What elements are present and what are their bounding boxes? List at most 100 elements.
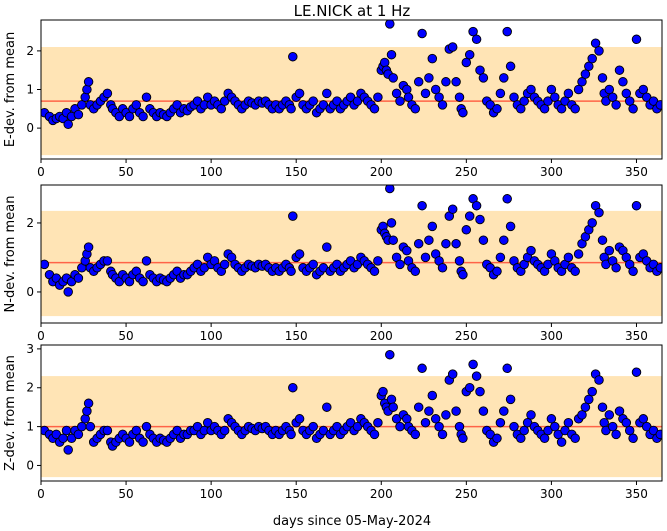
data-point xyxy=(369,429,380,440)
data-point xyxy=(478,406,489,416)
y-tick-label: 1 xyxy=(26,420,34,434)
data-point xyxy=(286,104,296,114)
x-tick-label: 200 xyxy=(370,165,393,179)
y-axis-label: E-dev. from mean xyxy=(3,32,18,147)
data-point xyxy=(539,104,550,114)
data-point xyxy=(451,77,461,87)
data-point xyxy=(502,194,512,204)
data-point xyxy=(655,429,662,440)
data-point xyxy=(219,425,230,436)
data-point xyxy=(624,96,635,106)
data-point xyxy=(73,429,84,440)
data-point xyxy=(526,410,536,420)
y-tick-label: 0 xyxy=(26,121,34,135)
data-point xyxy=(573,249,584,259)
data-point xyxy=(458,433,468,444)
data-point xyxy=(509,92,519,102)
x-tick-label: 50 xyxy=(118,487,133,501)
data-point xyxy=(563,417,574,428)
data-point xyxy=(73,109,84,120)
data-point xyxy=(505,61,516,72)
x-tick-label: 50 xyxy=(118,329,133,343)
data-point xyxy=(413,77,424,87)
data-point xyxy=(424,406,434,416)
data-point xyxy=(131,100,142,110)
data-point xyxy=(607,421,618,432)
data-point xyxy=(82,406,92,416)
data-point xyxy=(563,88,574,99)
data-point xyxy=(556,104,567,114)
data-point xyxy=(597,73,608,83)
x-tick-label: 200 xyxy=(370,329,393,343)
data-point xyxy=(379,57,390,68)
data-point xyxy=(61,425,72,436)
data-point xyxy=(584,394,594,405)
data-point xyxy=(587,218,597,228)
data-point xyxy=(286,429,296,440)
x-tick-label: 150 xyxy=(285,487,308,501)
data-point xyxy=(63,445,73,455)
data-point xyxy=(492,266,502,277)
data-point xyxy=(437,100,448,110)
data-point xyxy=(434,421,444,432)
data-point xyxy=(385,185,395,194)
x-tick-label: 300 xyxy=(540,165,563,179)
data-point xyxy=(385,20,395,29)
data-point xyxy=(219,259,230,270)
data-point xyxy=(141,92,152,102)
y-tick-label: 2 xyxy=(26,216,34,230)
data-point xyxy=(618,77,628,87)
data-point xyxy=(461,57,472,68)
panel-z-deviation: 0 50 100 150 200 250 300 350 0 1 2 3 Z-dev. from mea… xyxy=(3,342,663,501)
data-point xyxy=(505,394,516,405)
data-point xyxy=(631,367,642,377)
x-tick-label: 350 xyxy=(625,487,648,501)
data-point xyxy=(63,119,73,130)
x-tick-label: 100 xyxy=(200,329,223,343)
data-point xyxy=(141,256,152,266)
data-point xyxy=(454,421,465,432)
x-tick-label: 0 xyxy=(37,329,45,343)
data-point xyxy=(141,421,152,432)
data-point xyxy=(420,252,431,263)
x-tick-label: 0 xyxy=(37,487,45,501)
data-point xyxy=(308,421,318,432)
data-point xyxy=(82,84,92,95)
data-point xyxy=(570,266,580,277)
data-point xyxy=(516,104,526,114)
data-point xyxy=(447,204,458,214)
data-point xyxy=(437,429,448,440)
data-point xyxy=(451,238,461,249)
data-point xyxy=(391,88,402,99)
data-point xyxy=(441,77,451,87)
data-point xyxy=(83,242,94,252)
data-point xyxy=(138,111,148,122)
data-point xyxy=(475,386,485,397)
data-point xyxy=(550,92,560,102)
data-point xyxy=(322,88,332,99)
data-point xyxy=(570,433,580,444)
data-point xyxy=(577,77,587,87)
data-point xyxy=(80,92,90,102)
data-point xyxy=(621,417,632,428)
data-point xyxy=(499,406,509,416)
data-point xyxy=(102,88,113,99)
data-point xyxy=(492,433,502,444)
data-point xyxy=(395,421,405,432)
data-point xyxy=(322,242,332,252)
plot-area xyxy=(41,185,662,317)
data-point xyxy=(458,269,468,280)
data-point xyxy=(599,417,609,428)
data-point xyxy=(413,238,424,249)
data-point xyxy=(124,111,135,122)
data-point xyxy=(294,249,305,259)
data-point xyxy=(628,104,638,114)
y-tick-label: 2 xyxy=(26,44,34,58)
data-point xyxy=(502,363,512,374)
data-point xyxy=(402,414,412,424)
data-point xyxy=(417,363,427,374)
data-point xyxy=(614,406,625,416)
x-tick-label: 50 xyxy=(118,165,133,179)
data-point xyxy=(495,88,506,99)
